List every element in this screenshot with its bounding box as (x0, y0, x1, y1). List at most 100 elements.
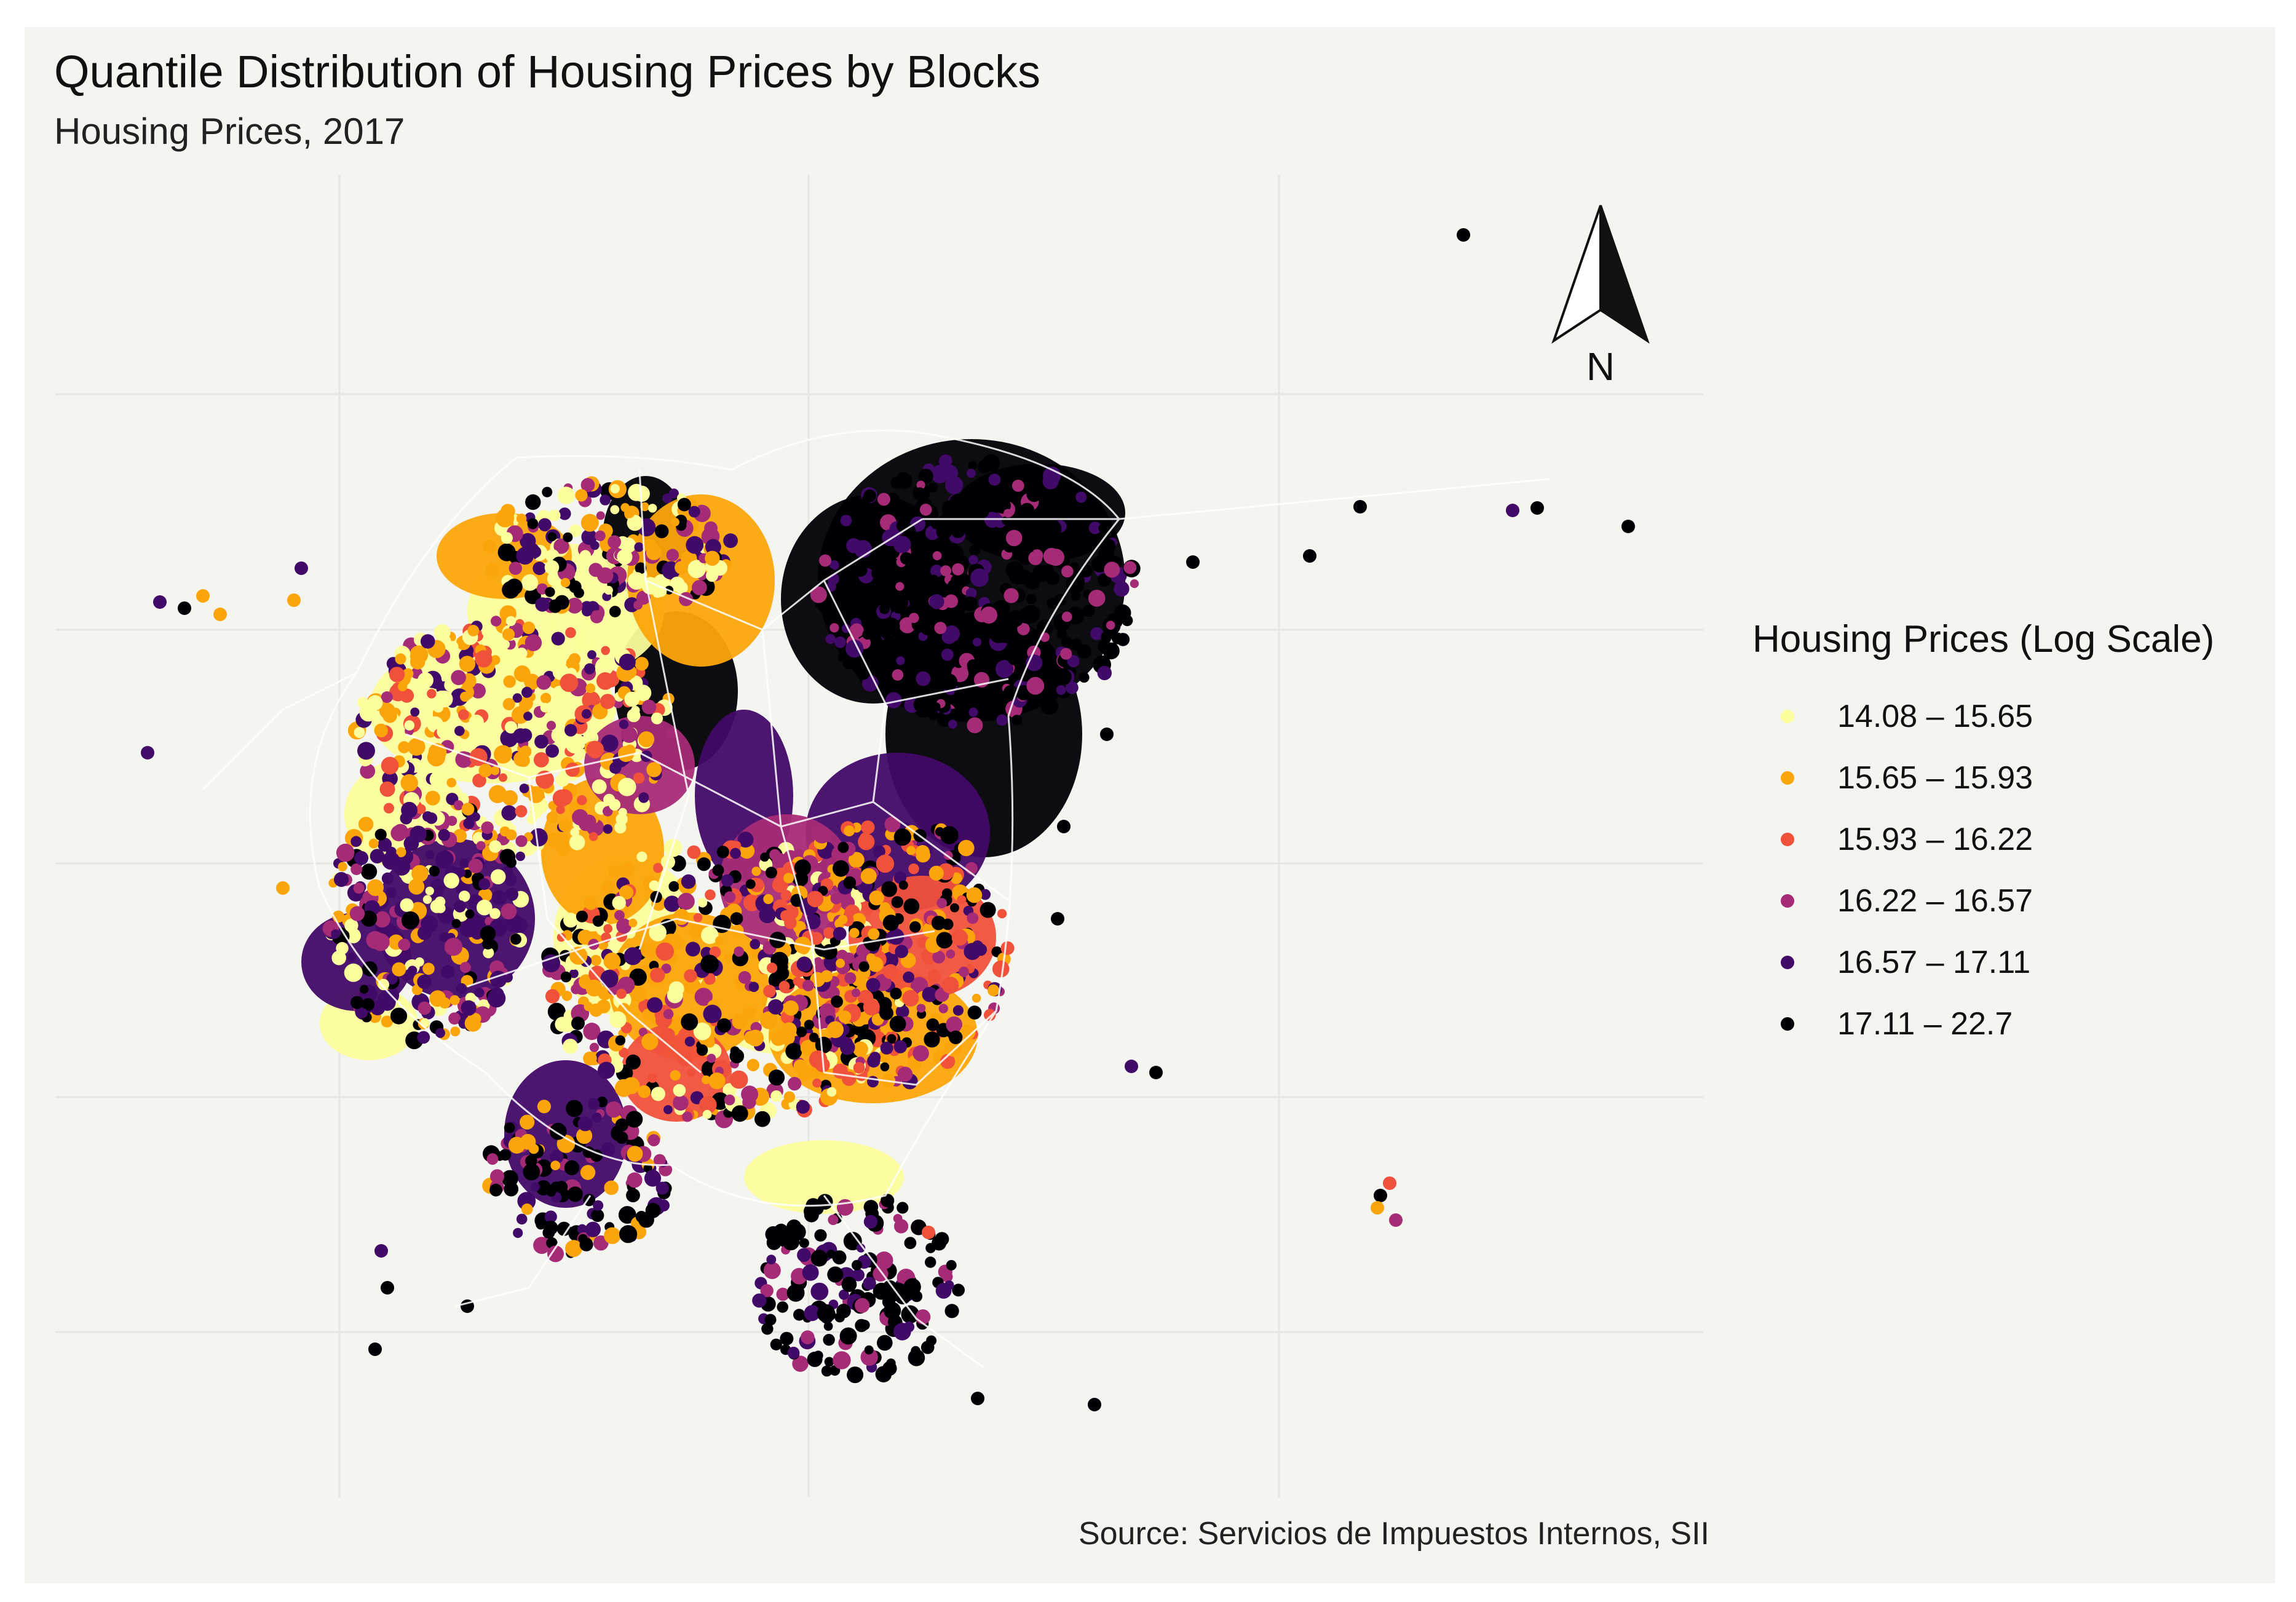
block-point (481, 821, 494, 835)
block-point (295, 561, 308, 575)
block-point (855, 1318, 868, 1333)
block-point (398, 938, 411, 951)
block-point (967, 1005, 982, 1020)
block-point (915, 1309, 931, 1325)
block-point (569, 524, 582, 537)
block-point (1047, 597, 1058, 609)
block-point (787, 1346, 800, 1359)
block-point (939, 454, 952, 468)
block-point (928, 482, 938, 493)
block-point (620, 726, 638, 743)
block-point (1066, 503, 1084, 521)
block-point (929, 594, 944, 609)
block-point (601, 1142, 616, 1157)
block-point (548, 509, 561, 521)
block-point (1097, 665, 1112, 681)
block-point (540, 692, 552, 704)
block-point (1090, 627, 1104, 640)
block-point (620, 503, 630, 512)
block-point (697, 857, 711, 871)
city-outline (309, 429, 1120, 1207)
block-point (879, 1005, 893, 1020)
block-point (673, 1084, 686, 1097)
block-point (820, 970, 833, 983)
block-point (596, 999, 611, 1013)
block-point (931, 916, 946, 930)
block-point (959, 573, 971, 586)
block-point (604, 1227, 621, 1245)
block-point (489, 908, 501, 919)
block-point (1026, 676, 1045, 695)
block-point (523, 712, 532, 721)
block-point (989, 673, 1002, 687)
block-point (1389, 1213, 1403, 1227)
block-point (1044, 664, 1058, 678)
legend-label: 16.22 – 16.57 (1837, 883, 2033, 919)
map-canvas: N (55, 175, 1703, 1497)
block-point (547, 532, 557, 542)
block-point (767, 962, 778, 973)
block-point (378, 978, 389, 991)
block-point (957, 895, 967, 905)
block-point (833, 1063, 848, 1079)
block-point (700, 926, 719, 945)
block-point (527, 518, 539, 529)
block-point (414, 957, 424, 967)
block-point (553, 538, 569, 554)
block-point (595, 657, 614, 676)
block-point (407, 738, 426, 756)
block-point (505, 616, 517, 627)
block-point (1130, 579, 1139, 589)
legend-label: 15.93 – 16.22 (1837, 822, 2033, 857)
block-point (565, 762, 580, 777)
block-point (360, 910, 378, 927)
block-point (754, 1111, 770, 1127)
block-point (913, 696, 930, 713)
block-point (542, 954, 561, 973)
block-point (470, 683, 486, 699)
block-point (688, 922, 705, 939)
legend-swatch (1781, 833, 1794, 846)
block-point (941, 648, 954, 661)
block-point (374, 1244, 388, 1258)
block-point (381, 872, 394, 885)
block-point (331, 929, 341, 939)
block-point (537, 1100, 552, 1114)
commune-boundaries (202, 429, 1550, 1369)
block-point (425, 850, 435, 859)
block-point (825, 634, 836, 644)
block-point (893, 828, 911, 846)
block-point (627, 515, 643, 531)
block-point (804, 1020, 814, 1030)
block-point (374, 828, 387, 841)
block-point (550, 1150, 564, 1164)
block-point (584, 663, 596, 675)
block-point (1066, 575, 1085, 594)
block-point (856, 1243, 866, 1253)
legend: Housing Prices (Log Scale) 14.08 – 15.65… (1752, 617, 2214, 1055)
block-point (590, 610, 604, 624)
block-point (1106, 621, 1115, 630)
block-point (895, 582, 905, 591)
block-point (1060, 648, 1072, 660)
legend-label: 16.57 – 17.11 (1837, 945, 2031, 980)
block-point (829, 560, 839, 570)
block-point (357, 742, 375, 760)
block-point (450, 1026, 461, 1037)
block-point (636, 851, 647, 862)
block-point (989, 625, 1008, 643)
block-point (843, 876, 857, 889)
block-point (924, 1031, 940, 1048)
block-point (860, 832, 870, 843)
block-point (783, 873, 794, 884)
block-point (491, 890, 507, 905)
block-point (1457, 228, 1470, 242)
block-point (721, 874, 734, 887)
block-point (1077, 644, 1092, 659)
block-point (819, 1003, 836, 1020)
block-point (928, 865, 944, 881)
block-point (602, 881, 615, 894)
block-point (880, 1062, 890, 1072)
block-point (891, 896, 904, 908)
block-point (810, 586, 827, 603)
